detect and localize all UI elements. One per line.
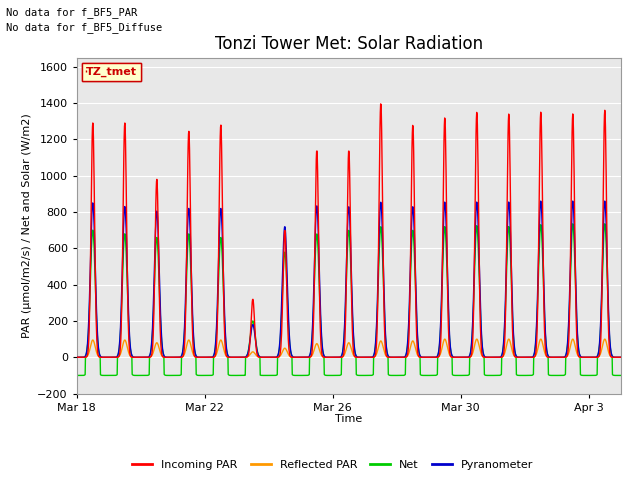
Text: No data for f_BF5_PAR: No data for f_BF5_PAR — [6, 7, 138, 18]
Text: No data for f_BF5_Diffuse: No data for f_BF5_Diffuse — [6, 22, 163, 33]
Y-axis label: PAR (µmol/m2/s) / Net and Solar (W/m2): PAR (µmol/m2/s) / Net and Solar (W/m2) — [22, 113, 32, 338]
Legend: TZ_tmet: TZ_tmet — [83, 63, 141, 81]
Title: Tonzi Tower Met: Solar Radiation: Tonzi Tower Met: Solar Radiation — [215, 35, 483, 53]
X-axis label: Time: Time — [335, 414, 362, 424]
Legend: Incoming PAR, Reflected PAR, Net, Pyranometer: Incoming PAR, Reflected PAR, Net, Pyrano… — [127, 456, 538, 474]
